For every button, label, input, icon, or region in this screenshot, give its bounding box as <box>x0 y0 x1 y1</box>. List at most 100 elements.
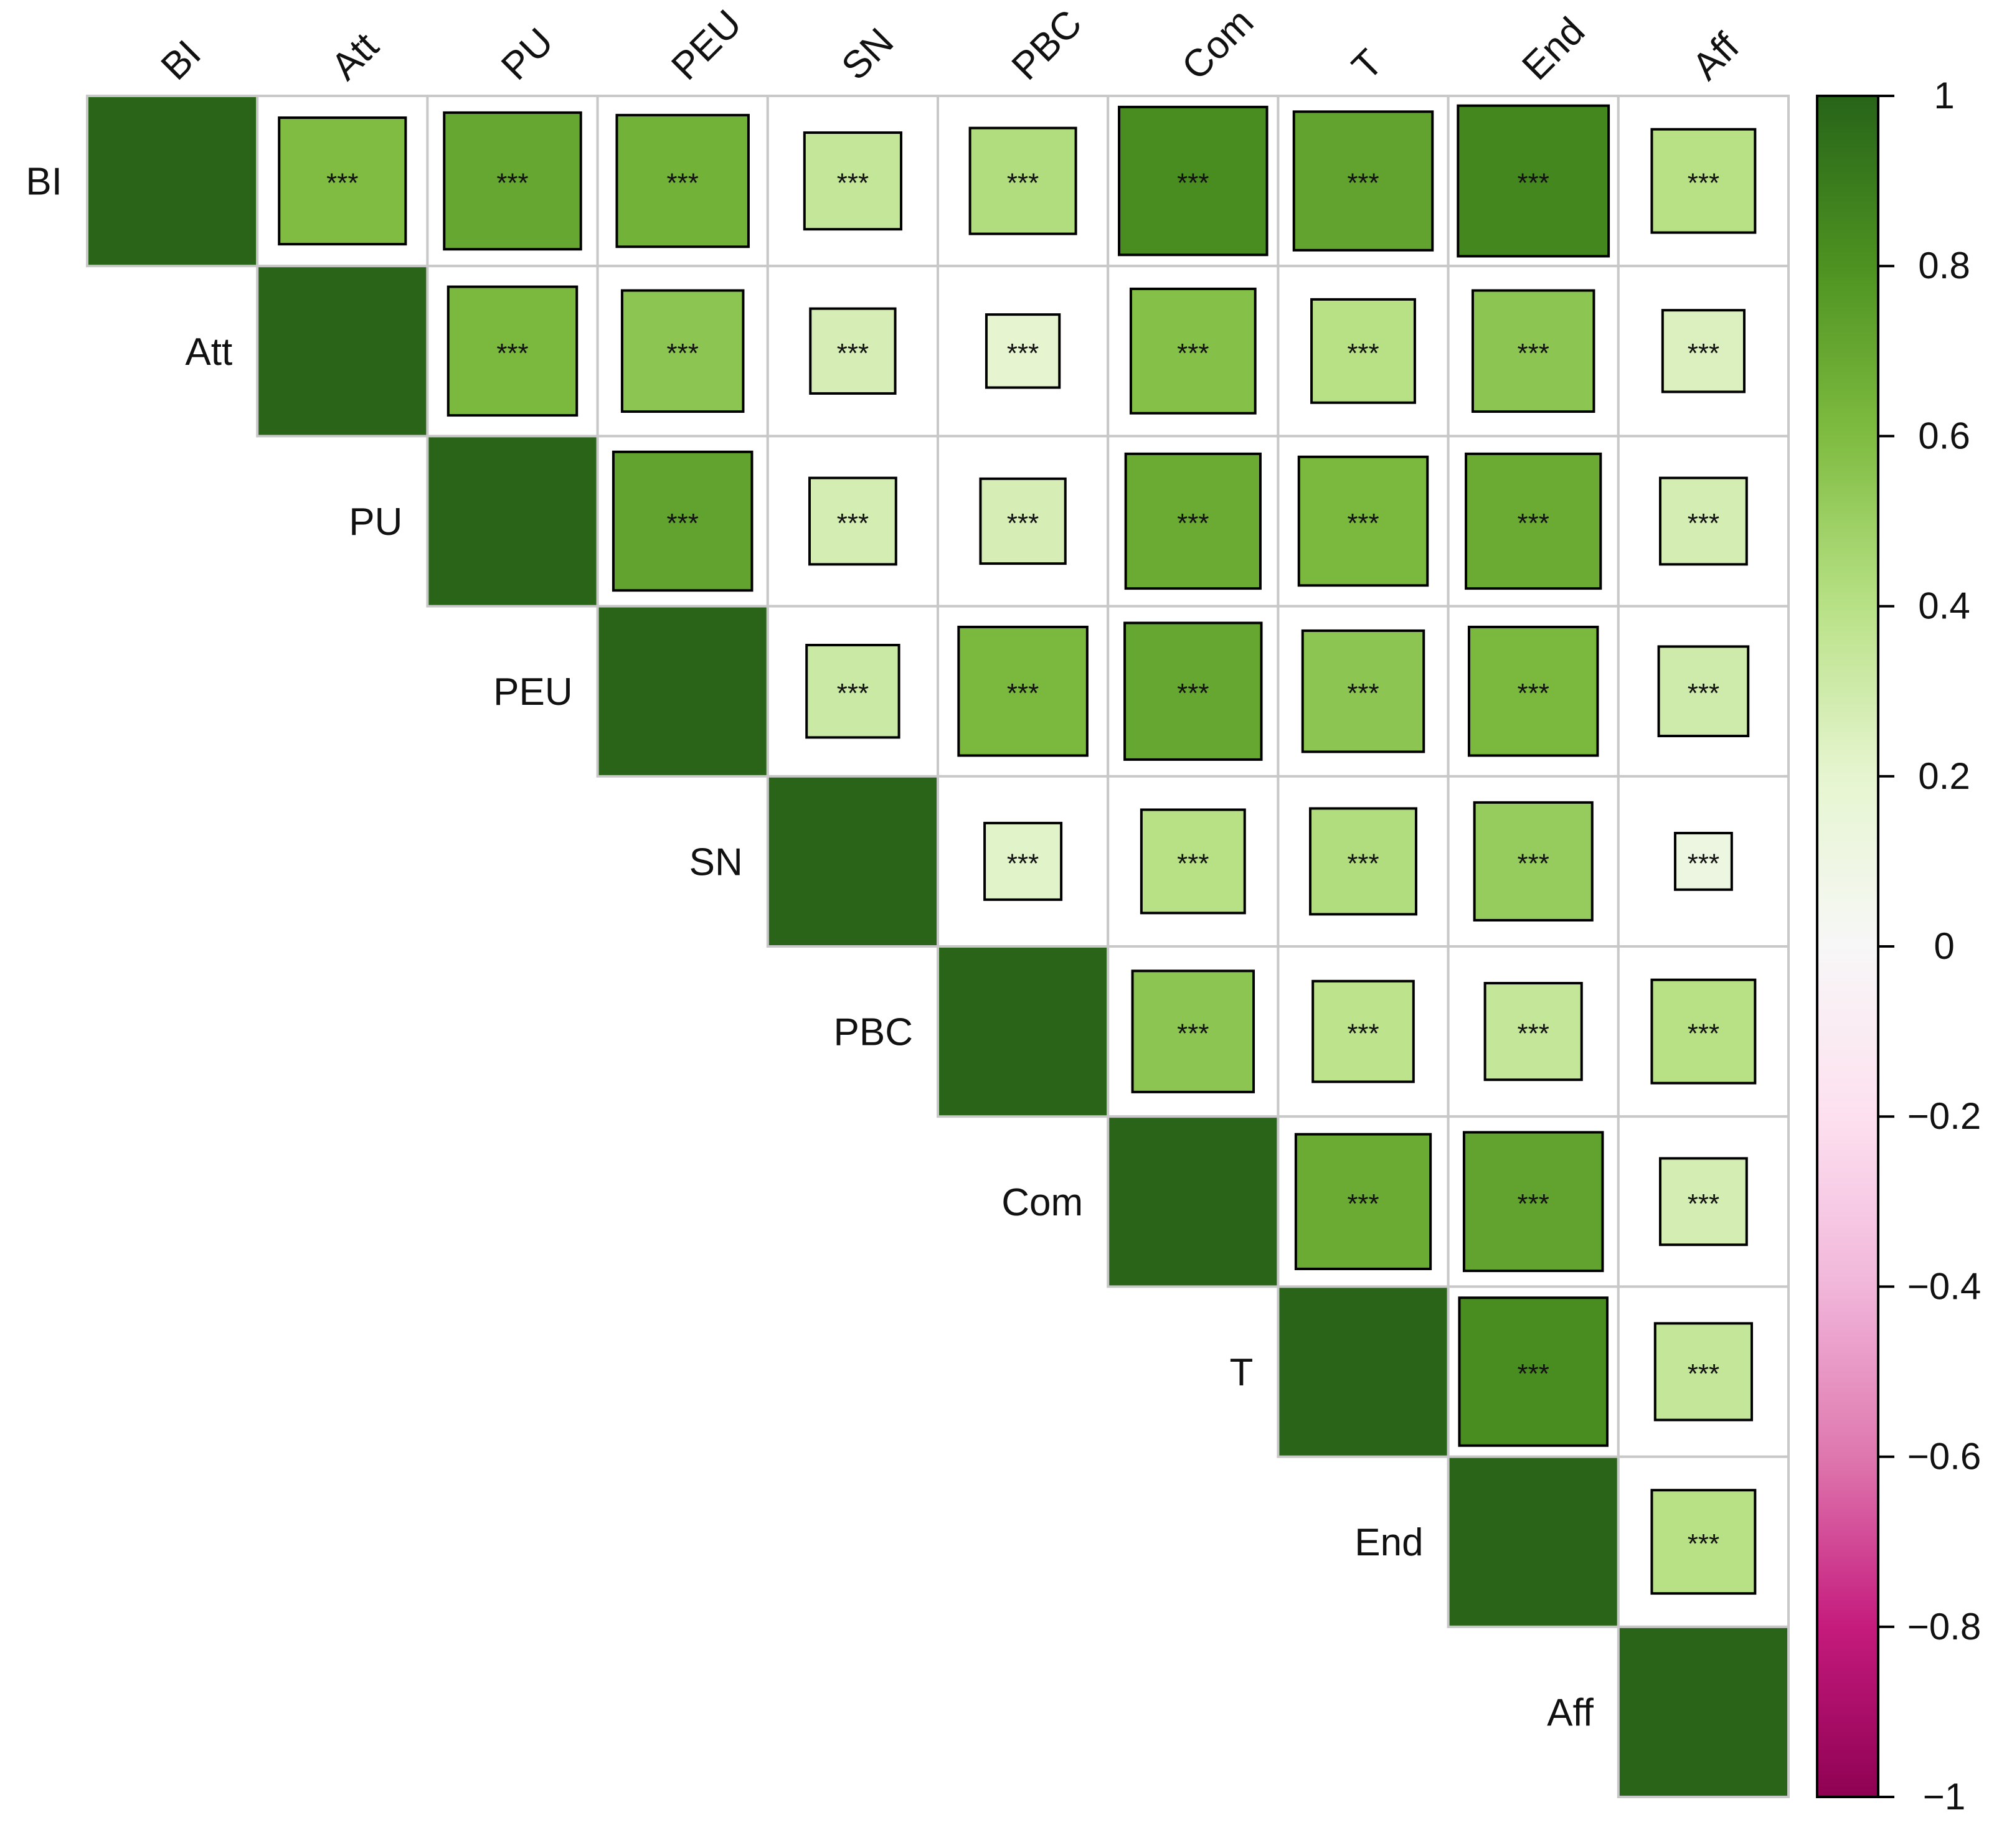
significance-label: *** <box>837 508 869 539</box>
corr-square-Com-T <box>1294 1133 1432 1270</box>
corr-square-Att-PU <box>447 285 579 417</box>
corr-square-T-End <box>1458 1296 1609 1447</box>
colorbar-gradient <box>1816 95 1879 1798</box>
col-label-SN: SN <box>834 20 902 88</box>
significance-label: *** <box>1177 508 1209 539</box>
row-label-BI: BI <box>26 161 62 204</box>
significance-label: *** <box>1347 1189 1379 1219</box>
colorbar-tick-label: −0.4 <box>1907 1265 1981 1307</box>
significance-label: *** <box>326 168 358 199</box>
col-label-PU: PU <box>493 20 562 88</box>
col-label-End: End <box>1514 9 1593 88</box>
cell-PU-SN <box>766 435 940 608</box>
significance-label: *** <box>496 338 528 369</box>
corr-square-Att-PEU <box>620 289 745 413</box>
cell-T-T <box>1277 1285 1450 1458</box>
cell-PEU-PEU <box>596 605 769 778</box>
significance-label: *** <box>1347 338 1379 369</box>
colorbar-tick-label: 0.4 <box>1918 585 1970 627</box>
row-label-PBC: PBC <box>834 1011 913 1054</box>
significance-label: *** <box>1518 338 1549 369</box>
corr-square-BI-PEU <box>615 113 750 248</box>
corr-square-BI-SN <box>803 131 902 231</box>
colorbar-tick-label: 0.6 <box>1918 415 1970 456</box>
corr-square-T-Aff <box>1653 1322 1753 1421</box>
significance-label: *** <box>1518 508 1549 539</box>
corr-square-Att-Aff <box>1661 309 1746 394</box>
significance-label: *** <box>1347 678 1379 709</box>
corr-square-PU-SN <box>808 476 897 566</box>
significance-label: *** <box>1177 1019 1209 1049</box>
significance-label: *** <box>1177 168 1209 199</box>
col-label-PEU: PEU <box>663 2 750 88</box>
colorbar-tick-label: −0.2 <box>1907 1095 1981 1137</box>
cell-BI-BI <box>86 95 259 268</box>
corr-square-PBC-Com <box>1131 969 1255 1093</box>
corr-square-BI-Att <box>278 116 407 246</box>
corr-square-BI-PU <box>443 111 582 251</box>
row-label-Att: Att <box>185 331 232 374</box>
corr-square-SN-Com <box>1140 808 1246 915</box>
corr-square-Att-Com <box>1129 287 1257 415</box>
corr-square-SN-PBC <box>983 821 1063 901</box>
col-label-Aff: Aff <box>1685 25 1748 88</box>
corr-square-SN-T <box>1309 807 1417 916</box>
significance-label: *** <box>837 168 869 199</box>
significance-label: *** <box>1518 168 1549 199</box>
corr-square-PU-PBC <box>979 477 1067 565</box>
cell-Att-SN <box>766 265 940 438</box>
corr-square-BI-PBC <box>968 126 1077 235</box>
row-label-End: End <box>1354 1521 1423 1564</box>
colorbar-tick-label: 1 <box>1934 75 1954 116</box>
row-label-T: T <box>1230 1351 1254 1394</box>
significance-label: *** <box>667 168 699 199</box>
significance-label: *** <box>837 338 869 369</box>
significance-label: *** <box>1688 508 1719 539</box>
colorbar: 1 0.8 0.6 0.4 0.2 0 −0.2 −0.4 −0.6 −0.8 −1 <box>1816 75 1981 1817</box>
significance-label: *** <box>1688 1019 1719 1049</box>
significance-label: *** <box>1688 1529 1719 1559</box>
cell-PU-PU <box>426 435 599 608</box>
corr-square-PEU-SN <box>805 644 900 739</box>
significance-label: *** <box>1007 678 1039 709</box>
significance-label: *** <box>1347 168 1379 199</box>
significance-label: *** <box>1518 678 1549 709</box>
corr-square-Com-Aff <box>1659 1157 1748 1247</box>
significance-label: *** <box>1177 338 1209 369</box>
corr-square-BI-Com <box>1118 105 1269 257</box>
corr-square-PU-Com <box>1124 452 1262 590</box>
significance-label: *** <box>1688 1189 1719 1219</box>
colorbar-tick-label: −1 <box>1923 1776 1965 1817</box>
colorbar-tick-label: 0 <box>1934 925 1954 967</box>
corr-square-BI-Aff <box>1650 128 1757 234</box>
col-label-PBC: PBC <box>1004 2 1090 88</box>
corr-square-Att-PBC <box>985 313 1061 389</box>
col-label-Com: Com <box>1174 1 1262 88</box>
significance-label: *** <box>1177 678 1209 709</box>
significance-label: *** <box>1007 508 1039 539</box>
significance-label: *** <box>1688 168 1719 199</box>
corr-square-End-Aff <box>1650 1489 1757 1595</box>
cell-Com-Com <box>1107 1115 1280 1288</box>
significance-label: *** <box>1007 848 1039 879</box>
corr-square-Com-End <box>1462 1131 1604 1273</box>
corr-square-PBC-T <box>1311 979 1415 1083</box>
significance-label: *** <box>1007 168 1039 199</box>
row-label-SN: SN <box>689 841 743 884</box>
significance-label: *** <box>837 678 869 709</box>
cell-End-End <box>1447 1455 1620 1628</box>
corr-square-PEU-Aff <box>1657 645 1750 738</box>
significance-label: *** <box>1688 338 1719 369</box>
significance-label: *** <box>667 508 699 539</box>
row-label-Aff: Aff <box>1547 1691 1594 1734</box>
corr-square-SN-Aff <box>1673 831 1733 891</box>
corr-square-PBC-Aff <box>1650 978 1757 1085</box>
corr-square-PU-PEU <box>612 450 754 592</box>
significance-label: *** <box>1518 848 1549 879</box>
corr-square-PEU-T <box>1301 629 1425 753</box>
row-label-PU: PU <box>349 501 402 544</box>
colorbar-tick-label: 0.8 <box>1918 245 1970 286</box>
cell-SN-SN <box>766 775 940 948</box>
significance-label: *** <box>1347 1019 1379 1049</box>
